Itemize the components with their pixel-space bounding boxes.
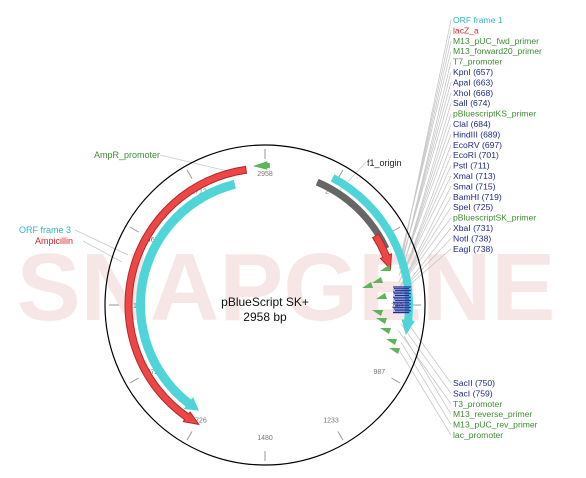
tick-label: 1480 [257,435,273,442]
primer-markers[interactable] [362,265,400,354]
feature-label[interactable]: T7_promoter [453,57,502,67]
feature-label[interactable]: KpnI (657) [453,67,493,77]
primer-triangle[interactable] [376,293,387,299]
primer-triangle[interactable] [372,310,383,316]
feature-label[interactable]: EcoRV (697) [453,140,502,150]
feature-label[interactable]: BamHI (719) [453,192,502,202]
feature-label[interactable]: XbaI (731) [453,223,493,233]
lacz-alpha-arrow[interactable] [372,233,393,271]
plasmid-size: 2958 bp [243,310,287,324]
tick-label: 2219 [125,303,141,310]
ampr-promoter-label[interactable]: AmpR_promoter [94,150,160,160]
feature-label[interactable]: SpeI (725) [453,202,493,212]
leader-line [398,134,452,276]
leader-line [400,323,452,394]
tick-label: 1233 [323,417,339,424]
feature-label[interactable]: M13_reverse_primer [453,409,532,419]
multiple-cloning-site[interactable] [393,286,411,314]
orf-frame-3-arrow[interactable] [136,179,236,411]
feature-label[interactable]: M13_pUC_fwd_primer [453,36,539,46]
tick-label: 2465 [143,237,159,244]
primer-triangle[interactable] [362,282,373,288]
leader-line [400,196,452,286]
leader-line [398,51,452,263]
tick-mark [337,431,344,441]
orf-frame-3-label[interactable]: ORF frame 3 [19,225,71,235]
tick-mark [186,169,193,179]
backbone-circle [104,144,426,466]
feature-label[interactable]: SmaI (715) [453,181,496,191]
primer-triangle[interactable] [376,318,387,324]
tick-mark [129,377,139,384]
ampicillin-label[interactable]: Ampicillin [35,236,73,246]
feature-label[interactable]: lac_promoter [453,430,503,440]
orf-frame-1-arrow[interactable] [330,174,415,335]
feature-label[interactable]: XhoI (668) [453,88,493,98]
tick-label: 987 [373,369,385,376]
feature-label[interactable]: pBluescriptKS_primer [453,109,536,119]
feature-label[interactable]: M13_forward20_primer [453,46,542,56]
primer-triangle[interactable] [386,339,397,345]
primer-triangle[interactable] [372,277,383,283]
primer-triangle[interactable] [380,265,391,271]
ampicillin-gene-arrow[interactable] [124,165,248,426]
f1-origin-label[interactable]: f1_origin [367,158,402,168]
tick-mark [391,377,401,384]
tick-label: 740 [391,303,403,310]
top-feature-labels: ORF frame 1lacZ_aM13_pUC_fwd_primerM13_f… [453,15,542,254]
feature-label[interactable]: M13_pUC_rev_primer [453,420,538,430]
leader-line [398,175,452,283]
leader-line [403,317,452,384]
primer-triangle[interactable] [380,328,391,334]
feature-label[interactable]: T3_promoter [453,399,502,409]
leader-line [403,335,452,415]
ampr-promoter-arrow[interactable] [252,161,270,170]
feature-label[interactable]: HindIII (689) [453,129,500,139]
feature-label[interactable]: ClaI (684) [453,119,491,129]
leader-line [397,347,452,436]
feature-label[interactable]: SalI (674) [453,98,490,108]
leader-line [400,155,452,279]
tick-label: 1726 [191,417,207,424]
leader-line [82,240,123,263]
primer-triangle[interactable] [389,348,400,354]
feature-label[interactable]: lacZ_a [453,25,479,35]
feature-label[interactable]: pBluescriptSK_primer [453,213,536,223]
leader-line [74,229,129,256]
feature-label[interactable]: PstI (711) [453,161,490,171]
feature-label[interactable]: ApaI (663) [453,77,493,87]
feature-label[interactable]: ORF frame 1 [453,15,503,25]
leader-line [398,92,452,270]
tick-mark [129,226,139,233]
leader-line [400,341,452,425]
plasmid-name: pBlueScript SK+ [221,295,309,309]
leader-line [401,186,452,284]
leader-line [397,329,452,405]
feature-label[interactable]: EcoRI (701) [453,150,499,160]
tick-mark [186,431,193,441]
feature-label[interactable]: XmaI (713) [453,171,496,181]
feature-label[interactable]: EagI (738) [453,244,493,254]
feature-label[interactable]: NotI (738) [453,233,491,243]
tick-label: 2712 [191,189,207,196]
tick-label: 2958 [257,171,273,178]
feature-label[interactable]: SacI (759) [453,388,493,398]
leader-line [399,165,452,281]
feature-label[interactable]: SacII (750) [453,378,495,388]
bottom-feature-labels: SacII (750)SacI (759)T3_promoterM13_reve… [453,378,538,440]
